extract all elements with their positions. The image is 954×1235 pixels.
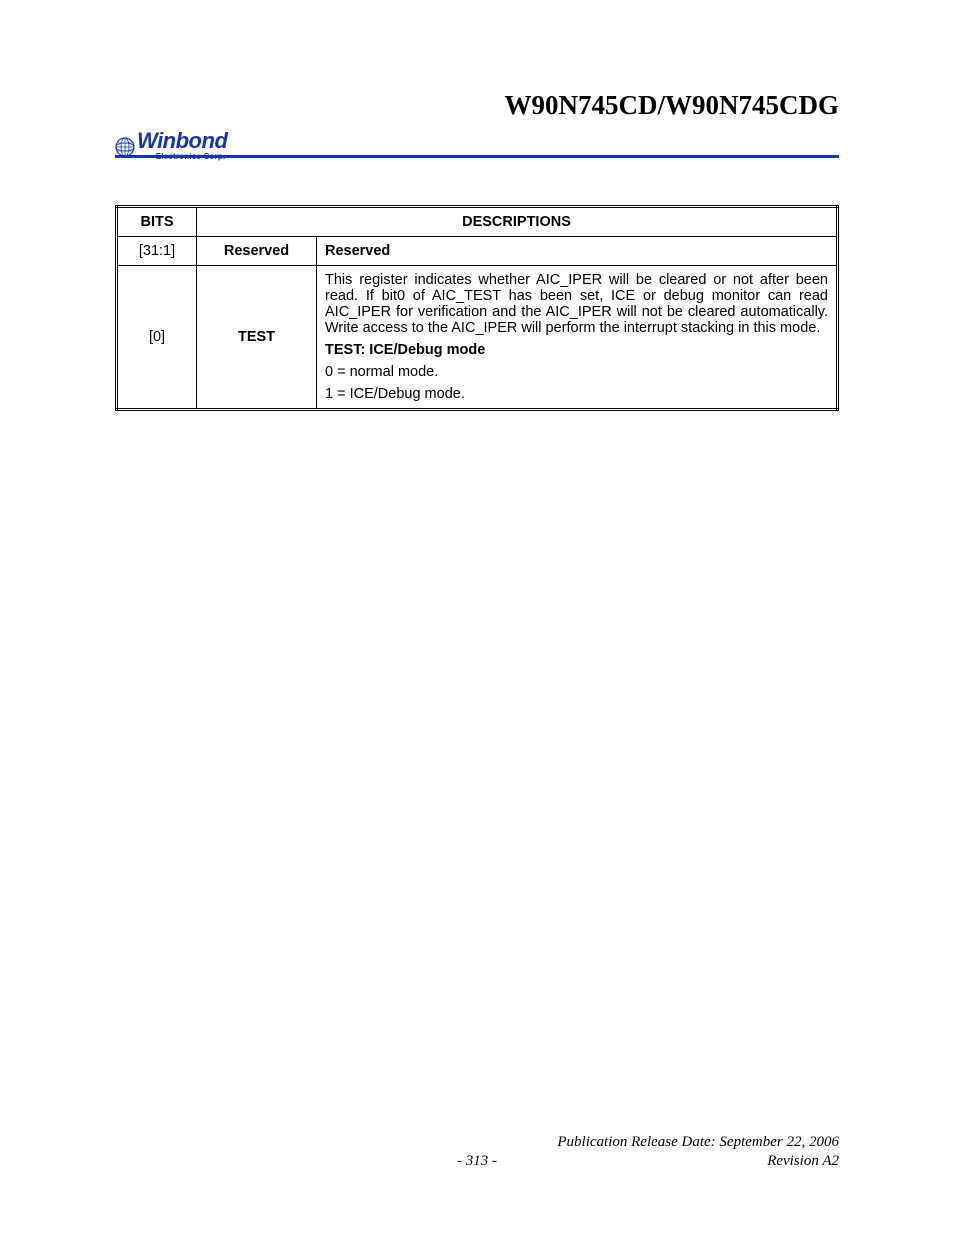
document-title: W90N745CD/W90N745CDG (505, 90, 840, 121)
table-row: [31:1] Reserved Reserved (117, 237, 838, 266)
table-row: [0] TEST This register indicates whether… (117, 266, 838, 410)
desc-line: 0 = normal mode. (325, 364, 828, 380)
col-header-descriptions: DESCRIPTIONS (197, 207, 838, 237)
desc-line: Reserved (325, 243, 828, 259)
bits-cell: [31:1] (117, 237, 197, 266)
page-footer: Publication Release Date: September 22, … (115, 1134, 839, 1170)
page-header: W90N745CD/W90N745CDG Winbond Electronics… (115, 90, 839, 160)
globe-icon (115, 137, 135, 157)
name-cell: TEST (197, 266, 317, 410)
col-header-bits: BITS (117, 207, 197, 237)
footer-pub-date: Publication Release Date: September 22, … (115, 1134, 839, 1151)
logo-main-text: Winbond (137, 130, 227, 152)
bits-cell: [0] (117, 266, 197, 410)
header-divider (115, 155, 839, 158)
register-table-container: BITS DESCRIPTIONS [31:1] Reserved Reserv… (115, 205, 839, 411)
page: W90N745CD/W90N745CDG Winbond Electronics… (0, 0, 954, 1235)
desc-line: This register indicates whether AIC_IPER… (325, 272, 828, 336)
table-header-row: BITS DESCRIPTIONS (117, 207, 838, 237)
page-number: - 313 - (115, 1153, 839, 1170)
desc-cell: Reserved (317, 237, 838, 266)
desc-line: 1 = ICE/Debug mode. (325, 386, 828, 402)
name-cell: Reserved (197, 237, 317, 266)
footer-line2: - 313 - Revision A2 (115, 1153, 839, 1170)
register-table: BITS DESCRIPTIONS [31:1] Reserved Reserv… (115, 205, 839, 411)
desc-cell: This register indicates whether AIC_IPER… (317, 266, 838, 410)
desc-line: TEST: ICE/Debug mode (325, 342, 828, 358)
